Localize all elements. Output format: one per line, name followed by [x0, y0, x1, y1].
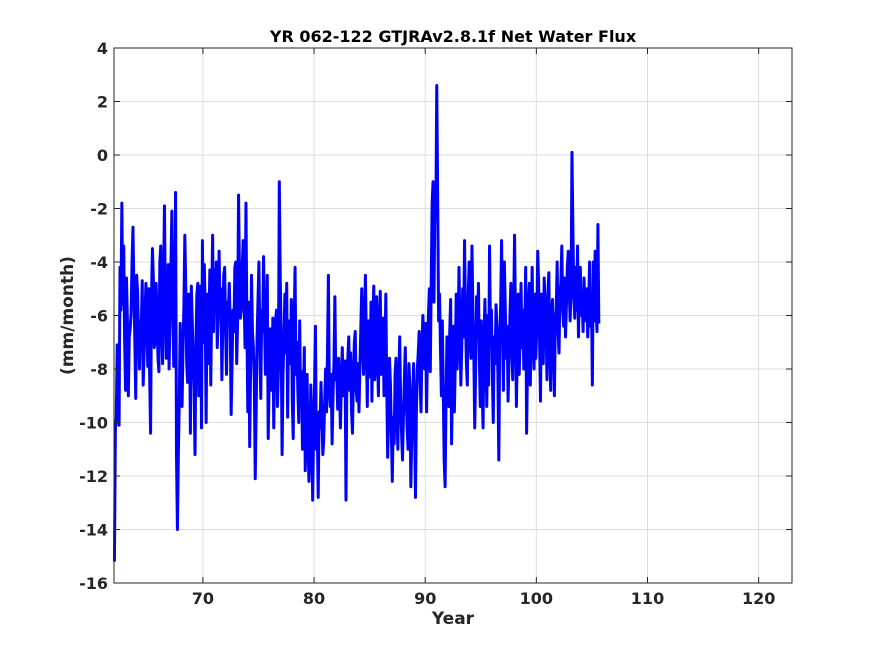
y-tick-label: -8: [90, 360, 108, 379]
y-axis-label: (mm/month): [58, 256, 78, 375]
y-tick-label: -12: [79, 467, 108, 486]
y-tick-label: 0: [97, 146, 108, 165]
x-tick-label: 120: [742, 589, 775, 608]
y-tick-label: -6: [90, 307, 108, 326]
y-tick-label: -14: [79, 521, 108, 540]
x-tick-label: 90: [414, 589, 436, 608]
x-tick-label: 80: [303, 589, 325, 608]
y-tick-label: -16: [79, 574, 108, 593]
chart-title: YR 062-122 GTJRAv2.8.1f Net Water Flux: [269, 27, 637, 46]
y-tick-label: -10: [79, 414, 108, 433]
series-layer: [112, 83, 601, 562]
x-tick-label: 110: [631, 589, 664, 608]
x-tick-label: 70: [192, 589, 214, 608]
x-tick-label: 100: [520, 589, 553, 608]
y-tick-label: -2: [90, 200, 108, 219]
y-tick-label: 2: [97, 93, 108, 112]
y-tick-label: -4: [90, 253, 108, 272]
x-axis-label: Year: [431, 609, 475, 629]
axis-ticks: 70 80 90 100 110 120 -16 -14 -12 -10 -8 -6 -4 -2 0 2 4: [79, 39, 792, 608]
y-tick-label: 4: [97, 39, 108, 58]
series-line-1: [112, 83, 601, 562]
